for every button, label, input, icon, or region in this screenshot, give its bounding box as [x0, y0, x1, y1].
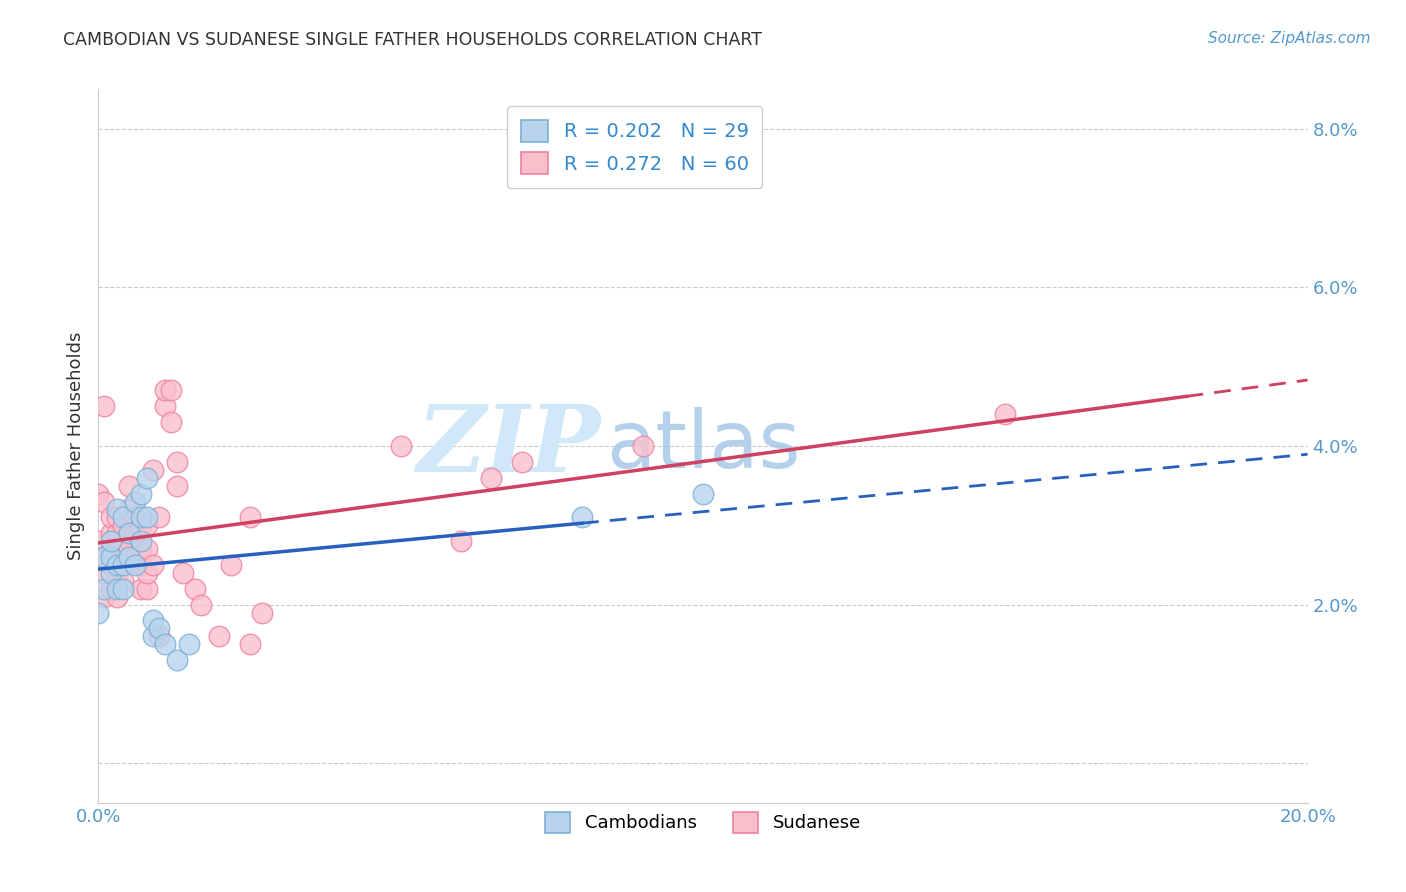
Point [148, 510, 170, 524]
Point [100, 510, 122, 524]
Point [118, 526, 141, 541]
Point [510, 455, 533, 469]
Point [93, 494, 115, 508]
Legend: Cambodians, Sudanese: Cambodians, Sudanese [534, 801, 872, 844]
Point [124, 494, 146, 508]
Point [239, 637, 262, 651]
Text: atlas: atlas [606, 407, 800, 485]
Point [160, 415, 183, 429]
Point [93, 549, 115, 564]
Point [100, 566, 122, 580]
Point [129, 542, 152, 557]
Text: Source: ZipAtlas.com: Source: ZipAtlas.com [1208, 31, 1371, 46]
Point [111, 574, 134, 588]
Point [166, 455, 188, 469]
Point [111, 534, 134, 549]
Point [93, 549, 115, 564]
Point [111, 558, 134, 572]
Text: ZIP: ZIP [416, 401, 600, 491]
Point [135, 566, 157, 580]
Point [179, 637, 201, 651]
Point [142, 463, 165, 477]
Point [118, 549, 141, 564]
Point [124, 526, 146, 541]
Point [105, 502, 128, 516]
Point [93, 400, 115, 414]
Point [129, 582, 152, 596]
Point [135, 471, 157, 485]
Point [148, 621, 170, 635]
Point [142, 558, 165, 572]
Point [111, 518, 134, 533]
Point [118, 502, 141, 516]
Point [105, 574, 128, 588]
Point [129, 534, 152, 549]
Point [100, 542, 122, 557]
Point [148, 629, 170, 643]
Point [124, 558, 146, 572]
Point [135, 542, 157, 557]
Point [135, 518, 157, 533]
Point [118, 526, 141, 541]
Point [111, 510, 134, 524]
Point [124, 549, 146, 564]
Point [250, 606, 273, 620]
Text: CAMBODIAN VS SUDANESE SINGLE FATHER HOUSEHOLDS CORRELATION CHART: CAMBODIAN VS SUDANESE SINGLE FATHER HOUS… [63, 31, 762, 49]
Point [994, 407, 1017, 421]
Point [100, 526, 122, 541]
Point [87, 534, 110, 549]
Point [142, 614, 165, 628]
Point [692, 486, 714, 500]
Point [111, 582, 134, 596]
Point [239, 510, 262, 524]
Point [118, 542, 141, 557]
Point [184, 582, 207, 596]
Point [160, 384, 183, 398]
Point [111, 549, 134, 564]
Point [124, 510, 146, 524]
Point [153, 400, 176, 414]
Point [450, 534, 472, 549]
Point [87, 606, 110, 620]
Point [142, 629, 165, 643]
Point [105, 590, 128, 604]
Point [93, 566, 115, 580]
Point [166, 478, 188, 492]
Point [135, 582, 157, 596]
Point [208, 629, 231, 643]
Point [105, 582, 128, 596]
Point [631, 439, 654, 453]
Point [129, 518, 152, 533]
Point [100, 549, 122, 564]
Point [172, 566, 194, 580]
Point [389, 439, 412, 453]
Point [166, 653, 188, 667]
Point [221, 558, 243, 572]
Point [105, 549, 128, 564]
Point [100, 534, 122, 549]
Point [105, 558, 128, 572]
Point [105, 510, 128, 524]
Point [481, 471, 503, 485]
Point [129, 558, 152, 572]
Point [129, 510, 152, 524]
Point [118, 478, 141, 492]
Point [100, 558, 122, 572]
Point [571, 510, 593, 524]
Point [93, 582, 115, 596]
Point [93, 590, 115, 604]
Point [105, 526, 128, 541]
Point [87, 486, 110, 500]
Point [190, 598, 212, 612]
Point [129, 486, 152, 500]
Point [100, 582, 122, 596]
Y-axis label: Single Father Households: Single Father Households [66, 332, 84, 560]
Point [135, 510, 157, 524]
Point [153, 384, 176, 398]
Point [153, 637, 176, 651]
